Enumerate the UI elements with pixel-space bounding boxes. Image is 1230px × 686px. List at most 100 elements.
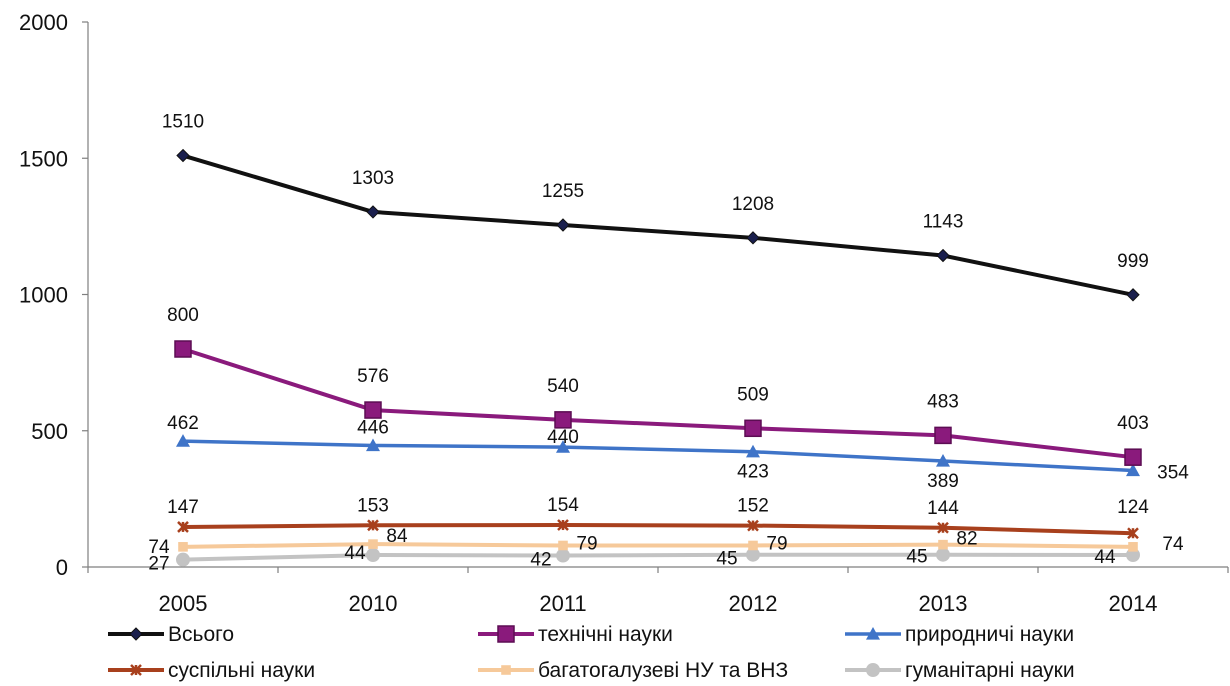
data-label: 27 xyxy=(148,554,169,575)
data-point xyxy=(176,434,190,447)
legend-label: суспільні науки xyxy=(168,659,315,682)
data-point xyxy=(1126,463,1140,477)
data-label: 423 xyxy=(737,462,769,483)
legend-label: природничі науки xyxy=(905,623,1074,646)
x-tick-label: 2005 xyxy=(159,591,208,616)
x-tick-label: 2012 xyxy=(729,591,778,616)
legend-item-2: природничі науки xyxy=(845,623,1074,646)
data-point xyxy=(366,205,380,219)
series-line xyxy=(182,439,1134,473)
legend-item-0: Всього xyxy=(108,623,234,646)
data-point xyxy=(1126,288,1140,302)
series-line xyxy=(182,347,1134,460)
data-label: 152 xyxy=(737,496,769,517)
data-label: 403 xyxy=(1117,413,1149,434)
data-label: 1510 xyxy=(162,112,204,133)
legend-label: гуманітарні науки xyxy=(905,659,1075,682)
data-label: 154 xyxy=(547,495,579,516)
data-point xyxy=(748,540,758,551)
series-line xyxy=(182,153,1134,297)
data-label: 124 xyxy=(1117,497,1149,518)
series-2 xyxy=(176,434,1140,477)
data-label: 44 xyxy=(1094,547,1116,568)
y-tick-label: 1500 xyxy=(19,146,68,171)
data-labels-layer: 1510 1303 1255 1208 1143 999 800 576 540 509 483 40… xyxy=(148,112,1189,575)
data-point xyxy=(934,426,952,445)
data-point xyxy=(936,248,950,263)
data-point xyxy=(866,627,880,640)
data-label: 1208 xyxy=(732,194,774,215)
data-point xyxy=(556,218,570,232)
series-4 xyxy=(178,539,1138,552)
data-label: 462 xyxy=(167,413,199,434)
data-label: 1303 xyxy=(352,168,394,189)
series-5 xyxy=(176,547,1140,567)
data-point xyxy=(367,519,379,532)
data-label: 44 xyxy=(344,543,366,564)
data-point xyxy=(366,438,380,452)
data-point xyxy=(938,539,948,550)
series-layer xyxy=(174,148,1142,567)
data-point xyxy=(746,231,760,245)
data-point xyxy=(176,552,190,567)
legend-item-1: технічні науки xyxy=(478,623,673,646)
series-0 xyxy=(176,148,1140,302)
data-label: 153 xyxy=(357,495,389,516)
data-label: 576 xyxy=(357,366,389,387)
series-line xyxy=(182,542,1134,549)
data-point xyxy=(1128,542,1138,552)
data-point xyxy=(178,542,188,552)
y-tick-label: 1000 xyxy=(19,283,68,308)
data-label: 79 xyxy=(766,533,787,554)
data-label: 800 xyxy=(167,305,199,326)
series-line xyxy=(182,552,1134,562)
data-label: 1255 xyxy=(542,181,584,202)
data-label: 509 xyxy=(737,384,769,405)
data-label: 74 xyxy=(148,537,170,558)
series-line xyxy=(182,523,1134,536)
data-point xyxy=(129,627,143,641)
data-point xyxy=(1127,527,1139,540)
legend-label: Всього xyxy=(168,623,234,646)
data-point xyxy=(130,664,142,676)
data-point xyxy=(556,548,570,563)
data-label: 82 xyxy=(956,529,977,550)
data-point xyxy=(937,521,949,534)
x-tick-label: 2013 xyxy=(919,591,968,616)
data-point xyxy=(177,521,189,533)
data-label: 999 xyxy=(1117,251,1149,272)
data-point xyxy=(558,540,568,551)
x-tick-label: 2011 xyxy=(539,591,586,616)
data-point xyxy=(557,519,569,531)
data-point xyxy=(744,419,762,438)
data-label: 389 xyxy=(927,471,959,492)
data-label: 45 xyxy=(906,547,927,568)
data-point xyxy=(501,665,511,675)
data-label: 1143 xyxy=(923,212,964,233)
data-point xyxy=(174,340,192,358)
data-point xyxy=(746,444,760,458)
y-tick-label: 2000 xyxy=(19,10,68,35)
data-label: 84 xyxy=(386,526,408,547)
data-label: 354 xyxy=(1157,463,1189,484)
data-label: 446 xyxy=(357,417,389,438)
data-point xyxy=(936,547,950,562)
data-point xyxy=(556,440,570,453)
data-point xyxy=(866,663,880,677)
x-tick-label: 2014 xyxy=(1109,591,1158,616)
legend-item-3: суспільні науки xyxy=(108,659,315,682)
legend-label: технічні науки xyxy=(538,623,673,646)
data-point xyxy=(176,148,190,163)
data-label: 79 xyxy=(576,533,597,554)
x-tick-label: 2010 xyxy=(349,591,398,616)
data-point xyxy=(368,539,378,549)
data-label: 440 xyxy=(547,427,579,448)
data-point xyxy=(364,401,382,419)
legend-item-5: гуманітарні науки xyxy=(845,659,1075,682)
data-label: 540 xyxy=(547,376,579,397)
data-label: 42 xyxy=(530,550,551,571)
data-label: 144 xyxy=(927,498,959,519)
data-point xyxy=(747,519,759,532)
data-label: 45 xyxy=(716,549,737,570)
